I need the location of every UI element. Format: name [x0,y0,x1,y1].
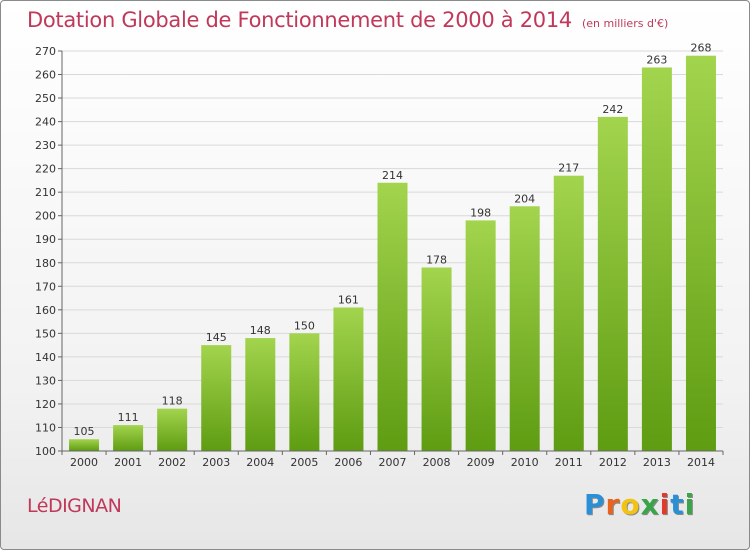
chart-title-text: Dotation Globale de Fonctionnement de 20… [27,8,572,32]
bar [157,408,188,451]
data-label: 148 [250,324,271,337]
data-label: 150 [294,319,315,332]
bar [69,439,100,451]
bar [333,307,364,451]
y-tick-label: 270 [35,45,56,58]
y-tick-label: 100 [35,445,56,458]
x-axis-ticks: 2000 2001 2002 2003 2004 2005 2006 2007 2008 2009… [61,451,724,469]
chart-subtitle: (en milliers d'€) [581,17,669,30]
data-label: 217 [558,162,579,175]
bar [201,345,232,451]
x-tick-label: 2005 [290,456,318,469]
logo-letter: i [659,488,671,521]
data-label: 204 [514,192,535,205]
x-tick-label: 2002 [158,456,186,469]
x-tick-label: 2010 [511,456,539,469]
data-label: 105 [74,425,95,438]
y-tick-label: 180 [35,257,56,270]
logo-letter: i [684,488,696,521]
y-tick-label: 220 [35,163,56,176]
x-tick-label: 2011 [555,456,583,469]
data-label: 111 [118,411,139,424]
data-label: 268 [690,42,711,55]
logo-letter: P [584,488,606,521]
data-label: 161 [338,293,359,306]
y-tick-label: 250 [35,92,56,105]
y-tick-label: 240 [35,116,56,129]
logo-letter: x [640,488,660,521]
bar [641,67,672,452]
data-labels: 105 111 118 145 148 150 161 214 178 198 204 217 242 2… [74,42,712,439]
x-tick-label: 2007 [379,456,407,469]
x-tick-label: 2003 [202,456,230,469]
y-tick-label: 120 [35,398,56,411]
bar [509,206,540,451]
x-tick-label: 2013 [643,456,671,469]
logo-letter: r [605,488,621,521]
axes [61,51,723,452]
bars [69,55,716,452]
y-tick-label: 160 [35,304,56,317]
bar [465,220,496,451]
x-tick-label: 2001 [114,456,142,469]
x-tick-label: 2008 [423,456,451,469]
y-tick-label: 150 [35,327,56,340]
x-tick-label: 2000 [70,456,98,469]
bar [289,333,320,451]
y-tick-label: 230 [35,139,56,152]
y-tick-label: 260 [35,69,56,82]
data-label: 263 [646,53,667,66]
y-tick-label: 130 [35,374,56,387]
logo-letter: o [620,488,641,521]
bar [685,55,716,452]
data-label: 198 [470,206,491,219]
y-axis-ticks: 100 110 120 130 140 150 160 170 180 190 200 210 220 2… [35,45,62,458]
data-label: 214 [382,169,403,182]
logo-letter: t [670,488,685,521]
y-tick-label: 190 [35,233,56,246]
y-tick-label: 210 [35,186,56,199]
data-label: 242 [602,103,623,116]
y-tick-label: 110 [35,421,56,434]
bar [597,116,628,451]
data-label: 118 [162,395,183,408]
data-label: 145 [206,331,227,344]
bar [377,182,408,451]
proxiti-logo: Proxiti [584,488,695,521]
commune-name: LéDIGNAN [27,495,122,517]
bar [245,338,276,451]
x-tick-label: 2006 [334,456,362,469]
y-tick-label: 170 [35,280,56,293]
bar [553,175,584,452]
chart-title: Dotation Globale de Fonctionnement de 20… [27,8,668,32]
bar [113,425,144,451]
x-tick-label: 2012 [599,456,627,469]
data-label: 178 [426,253,447,266]
x-tick-label: 2004 [246,456,274,469]
y-tick-label: 200 [35,210,56,223]
bar [421,267,452,451]
y-tick-label: 140 [35,351,56,364]
x-tick-label: 2009 [467,456,495,469]
x-tick-label: 2014 [687,456,715,469]
